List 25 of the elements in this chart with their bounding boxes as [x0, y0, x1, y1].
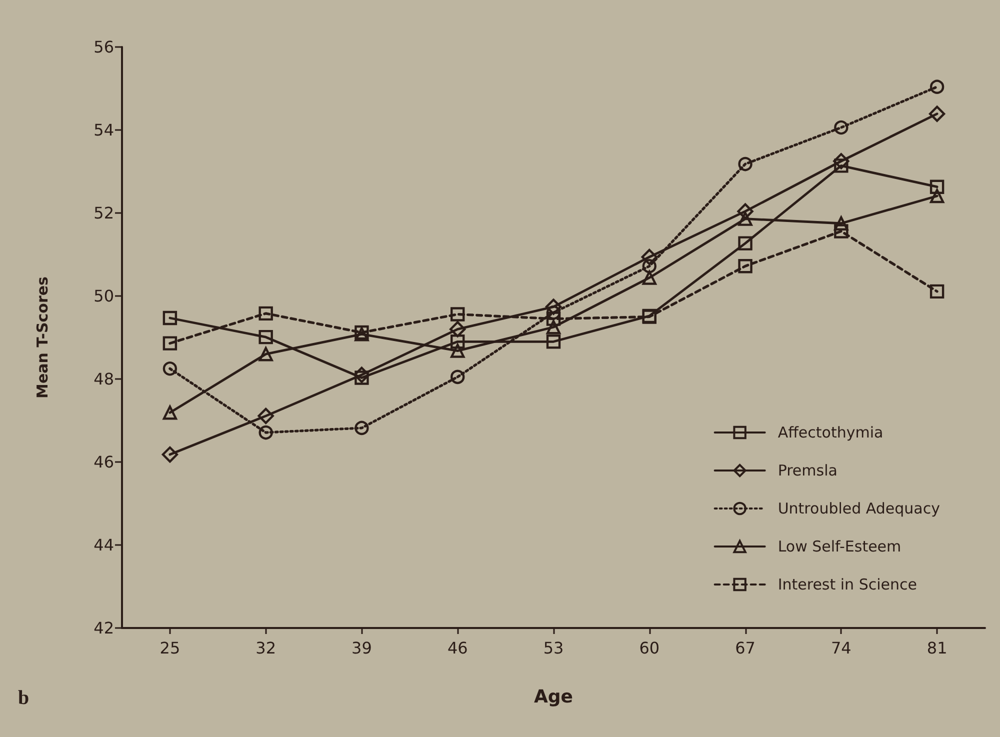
legend-label: Untroubled Adequacy: [778, 500, 940, 518]
x-tick-label: 25: [160, 638, 180, 658]
legend-label: Interest in Science: [778, 576, 917, 594]
x-tick-label: 81: [926, 638, 948, 658]
x-tick-label: 60: [639, 638, 660, 658]
y-tick-label: 48: [94, 370, 114, 388]
x-tick-label: 32: [256, 638, 276, 658]
y-tick-label: 50: [94, 286, 114, 306]
text: b: [18, 687, 30, 709]
legend-label: Low Self-Esteem: [778, 538, 902, 556]
y-tick-label: 56: [94, 38, 114, 56]
x-tick-label: 67: [735, 638, 756, 658]
y-axis-title: Mean T-Scores: [34, 276, 52, 398]
y-tick-label: 44: [94, 536, 114, 554]
y-tick-label: 54: [94, 120, 114, 140]
y-tick-label: 52: [94, 204, 114, 222]
y-tick-label: 46: [94, 452, 114, 472]
legend-label: Affectothymia: [778, 424, 884, 442]
x-tick-label: 53: [543, 638, 564, 658]
x-tick-label: 46: [447, 638, 468, 658]
x-axis-title: Age: [534, 686, 574, 708]
legend-label: Premsla: [778, 462, 838, 480]
x-tick-label: 39: [352, 638, 372, 658]
y-tick-label: 42: [94, 618, 114, 638]
x-tick-label: 74: [830, 638, 852, 658]
